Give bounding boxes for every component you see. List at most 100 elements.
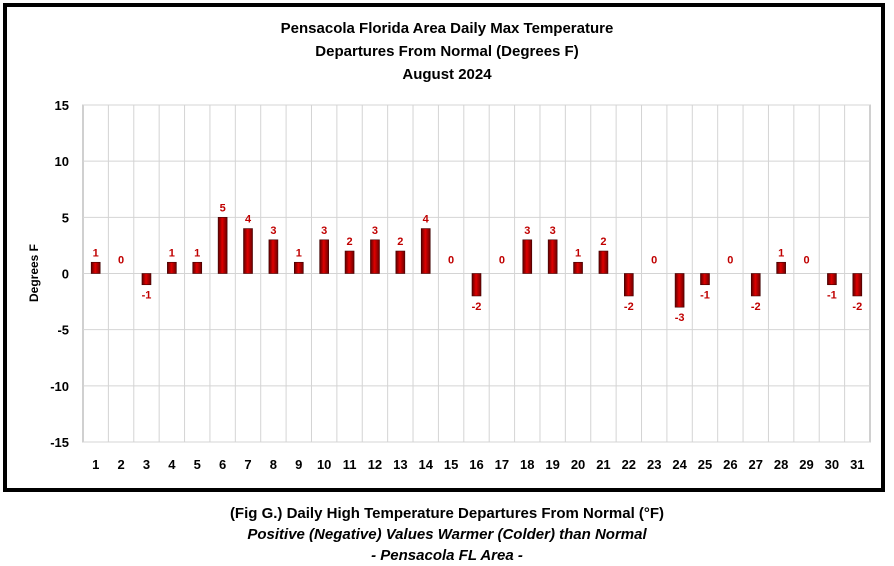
bar xyxy=(547,239,558,274)
bar xyxy=(268,239,279,274)
bars xyxy=(90,217,863,308)
bar xyxy=(395,250,406,274)
x-tick-label: 29 xyxy=(799,457,813,472)
caption-line-3: - Pensacola FL Area - xyxy=(371,547,523,564)
bar xyxy=(90,261,101,274)
bar xyxy=(573,261,583,274)
bar xyxy=(827,273,837,286)
y-tick-label: 5 xyxy=(62,210,69,225)
data-label: 1 xyxy=(296,247,302,259)
data-label: 5 xyxy=(220,202,226,214)
x-tick-label: 14 xyxy=(418,457,433,472)
bar xyxy=(522,239,533,274)
x-tick-label: 27 xyxy=(749,457,763,472)
data-label: 2 xyxy=(397,236,403,248)
chart-title: Pensacola Florida Area Daily Max Tempera… xyxy=(281,20,614,83)
data-label: 3 xyxy=(270,225,276,237)
bar xyxy=(141,273,152,286)
bar xyxy=(420,228,431,274)
data-label: 3 xyxy=(550,225,556,237)
data-label: 0 xyxy=(448,255,454,267)
chart-title-line: Pensacola Florida Area Daily Max Tempera… xyxy=(281,20,614,37)
data-label: -1 xyxy=(827,290,837,302)
x-tick-label: 8 xyxy=(270,457,277,472)
x-tick-label: 19 xyxy=(545,457,559,472)
data-label: 0 xyxy=(727,255,733,267)
bar xyxy=(776,261,786,274)
data-label: -2 xyxy=(624,301,634,313)
x-tick-label: 11 xyxy=(343,457,357,472)
x-tick-label: 7 xyxy=(244,457,251,472)
y-tick-label: 0 xyxy=(62,267,69,282)
x-tick-label: 10 xyxy=(317,457,331,472)
caption-line-1: (Fig G.) Daily High Temperature Departur… xyxy=(229,505,665,522)
x-tick-label: 21 xyxy=(596,457,610,472)
x-tick-label: 23 xyxy=(647,457,661,472)
x-tick-label: 28 xyxy=(774,457,788,472)
y-tick-label: 10 xyxy=(55,154,69,169)
bar xyxy=(192,261,203,274)
gridlines xyxy=(83,104,870,443)
x-tick-label: 5 xyxy=(194,457,201,472)
bar xyxy=(598,250,609,274)
bar xyxy=(243,228,253,274)
data-label: -2 xyxy=(751,301,761,313)
caption-line-2: Positive (Negative) Values Warmer (Colde… xyxy=(247,526,647,543)
temperature-departure-chart: Pensacola Florida Area Daily Max Tempera… xyxy=(27,20,871,472)
bar xyxy=(674,273,685,308)
data-label: 1 xyxy=(93,247,99,259)
data-label: 1 xyxy=(194,247,200,259)
bar xyxy=(344,250,355,274)
x-tick-label: 3 xyxy=(143,457,150,472)
data-label: 4 xyxy=(423,214,430,226)
data-labels: 1 0 -1 1 1 5 4 3 1 3 2 3 2 4 0 -2 0 3 3 1 2 -2 0 -3 -1 0 -2 1 0 -1 -2 xyxy=(93,202,863,324)
data-label: 0 xyxy=(499,255,505,267)
x-tick-label: 2 xyxy=(117,457,124,472)
x-tick-label: 16 xyxy=(469,457,483,472)
data-label: 4 xyxy=(245,214,252,226)
x-tick-label: 22 xyxy=(622,457,636,472)
bar xyxy=(370,239,380,274)
x-tick-label: 31 xyxy=(850,457,864,472)
bar xyxy=(852,273,863,297)
data-label: 1 xyxy=(778,247,784,259)
x-tick-label: 20 xyxy=(571,457,585,472)
y-axis-ticks: 15 10 5 0 -5 -10 -15 xyxy=(50,98,69,450)
x-tick-label: 15 xyxy=(444,457,458,472)
x-tick-label: 1 xyxy=(92,457,99,472)
x-tick-label: 24 xyxy=(672,457,687,472)
chart-title-line: Departures From Normal (Degrees F) xyxy=(315,43,578,60)
data-label: 3 xyxy=(372,225,378,237)
bar xyxy=(293,261,304,274)
data-label: 0 xyxy=(118,255,124,267)
bar xyxy=(167,261,177,274)
x-tick-label: 12 xyxy=(368,457,382,472)
bar xyxy=(471,273,482,297)
data-label: 0 xyxy=(803,255,809,267)
x-tick-label: 13 xyxy=(393,457,407,472)
x-tick-label: 4 xyxy=(168,457,176,472)
x-tick-label: 26 xyxy=(723,457,737,472)
x-tick-label: 30 xyxy=(825,457,839,472)
y-axis-title: Degrees F xyxy=(27,244,41,302)
data-label: -1 xyxy=(142,290,152,302)
bar xyxy=(624,273,634,297)
data-label: -1 xyxy=(700,290,710,302)
y-tick-label: 15 xyxy=(55,98,69,113)
data-label: 0 xyxy=(651,255,657,267)
y-tick-label: -10 xyxy=(50,379,69,394)
data-label: -3 xyxy=(675,312,685,324)
data-label: 1 xyxy=(169,247,175,259)
y-tick-label: -15 xyxy=(50,435,69,450)
x-tick-label: 17 xyxy=(495,457,509,472)
x-tick-label: 25 xyxy=(698,457,712,472)
data-label: 2 xyxy=(600,236,606,248)
data-label: -2 xyxy=(852,301,862,313)
x-tick-label: 9 xyxy=(295,457,302,472)
chart-title-line: August 2024 xyxy=(402,66,492,83)
bar xyxy=(750,273,761,297)
x-tick-label: 6 xyxy=(219,457,226,472)
y-tick-label: -5 xyxy=(57,323,69,338)
data-label: -2 xyxy=(472,301,482,313)
data-label: 2 xyxy=(347,236,353,248)
